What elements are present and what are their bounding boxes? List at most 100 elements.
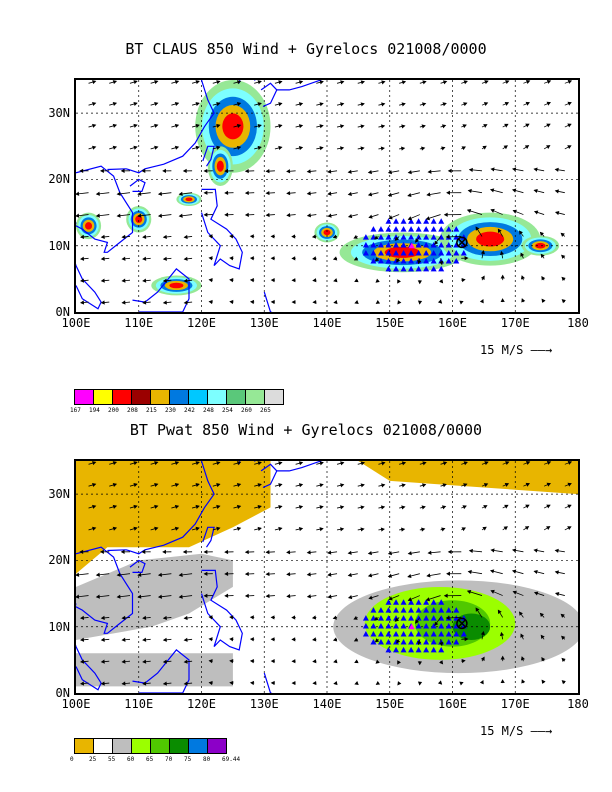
dry-region-north [76,461,271,574]
lon-label: 130E [249,697,279,711]
gyre-triangle-icon [370,623,377,629]
wind-arrowhead [340,483,345,488]
wind-arrowhead [441,505,447,510]
gyre-triangle-icon [400,607,407,613]
lon-label: 140E [312,697,342,711]
gyre-triangle-icon [400,242,407,248]
gyre-triangle-icon [423,631,430,637]
wind-arrowhead [92,145,97,150]
gyre-triangle-icon [415,242,422,248]
wind-arrowhead [439,660,444,665]
wind-arrowhead [121,659,126,664]
colorbar-tick-label: 55 [108,756,116,763]
wind-arrowhead [367,192,373,197]
wind-arrowhead [216,461,221,466]
gyre-triangle-icon [400,599,407,605]
dry-region-northeast [358,461,578,495]
wind-arrowhead [216,504,221,509]
wind-arrowhead [354,680,359,685]
wind-arrowhead [312,278,317,283]
wind-arrowhead [439,260,444,266]
gyre-triangle-icon [385,250,392,256]
lat-label: 30N [48,487,70,502]
wind-arrowhead [133,145,138,150]
wind-arrowhead [157,572,163,577]
wind-arrowhead [437,680,443,685]
wind-arrowhead [311,234,317,239]
wind-arrowhead [100,637,105,642]
wind-arrowhead [347,594,353,600]
wind-arrowhead [257,504,262,510]
gyre-triangle-icon [393,257,400,264]
wind-arrowhead [224,593,229,598]
wind-arrowhead [567,526,572,531]
gyre-triangle-icon [453,226,460,232]
wind-arrowhead [178,572,183,577]
wind-arrowhead [374,638,380,643]
wind-arrowhead [174,504,180,509]
wind-arrowhead [142,300,147,305]
wind-arrowhead [312,659,317,664]
wind-arrowhead [483,102,489,106]
wind-arrowhead [178,213,183,218]
wind-arrowhead [100,278,105,283]
wind-arrowhead [286,594,291,599]
wind-arrowhead [249,299,255,305]
colorbar-tick-label: 248 [203,407,214,414]
wind-arrowhead [327,572,332,577]
gyre-triangle-icon [400,265,407,272]
wind-arrowhead [445,615,450,620]
wind-arrowhead [380,124,386,129]
gyre-triangle-icon [393,242,400,248]
wind-arrowhead [270,680,275,686]
wind-arrowhead [286,572,291,577]
wind-arrowhead [195,80,200,85]
gyre-triangle-icon [430,638,437,645]
wind-arrowhead [291,234,296,239]
gyre-triangle-icon [385,242,392,248]
wind-arrowhead [249,278,254,283]
wind-arrowhead [249,637,254,642]
wind-arrowhead [157,191,163,196]
wind-arrowhead [216,526,221,531]
gyre-triangle-icon [438,226,445,232]
wind-arrowhead [567,123,572,128]
wind-arrowhead [216,483,221,488]
wind-arrowhead [422,80,427,85]
wind-arrowhead [319,146,324,151]
wind-arrowhead [278,124,283,129]
wind-arrowhead [375,278,380,283]
wind-arrowhead [525,504,530,509]
wind-arrowhead [397,681,402,686]
wind-arrowhead [374,235,379,240]
wind-arrowhead [360,483,365,488]
wind-arrowhead [490,589,495,594]
wind-arrowhead [541,657,546,662]
wind-arrowhead [479,298,484,304]
gyre-triangle-icon [445,226,452,232]
colorbar-swatch [227,390,246,404]
wind-arrowhead [499,631,505,637]
wind-arrowhead [319,102,324,107]
pwat-map-canvas [76,461,578,693]
wind-arrowhead [333,680,338,686]
gyre-triangle-icon [438,623,445,629]
gyre-triangle-icon [393,218,400,224]
panel2-reference-vector: 15 M/S ——→ [480,724,552,738]
wind-arrowhead [224,190,229,195]
lat-label: 10N [48,619,70,634]
claus-map [74,78,580,314]
wind-arrowhead [468,548,473,554]
wind-arrowhead [112,504,118,509]
wind-arrowhead [298,527,304,532]
panel1-colorbar [74,389,284,405]
gyre-triangle-icon [415,250,422,256]
wind-arrowhead [327,594,332,599]
wind-arrowhead [540,634,545,640]
wind-arrowhead [504,123,509,128]
gyre-triangle-icon [438,607,445,613]
wind-arrowhead [112,526,118,531]
gyre-triangle-icon [438,250,445,256]
wind-arrowhead [525,482,531,487]
wind-arrowhead [380,527,385,532]
